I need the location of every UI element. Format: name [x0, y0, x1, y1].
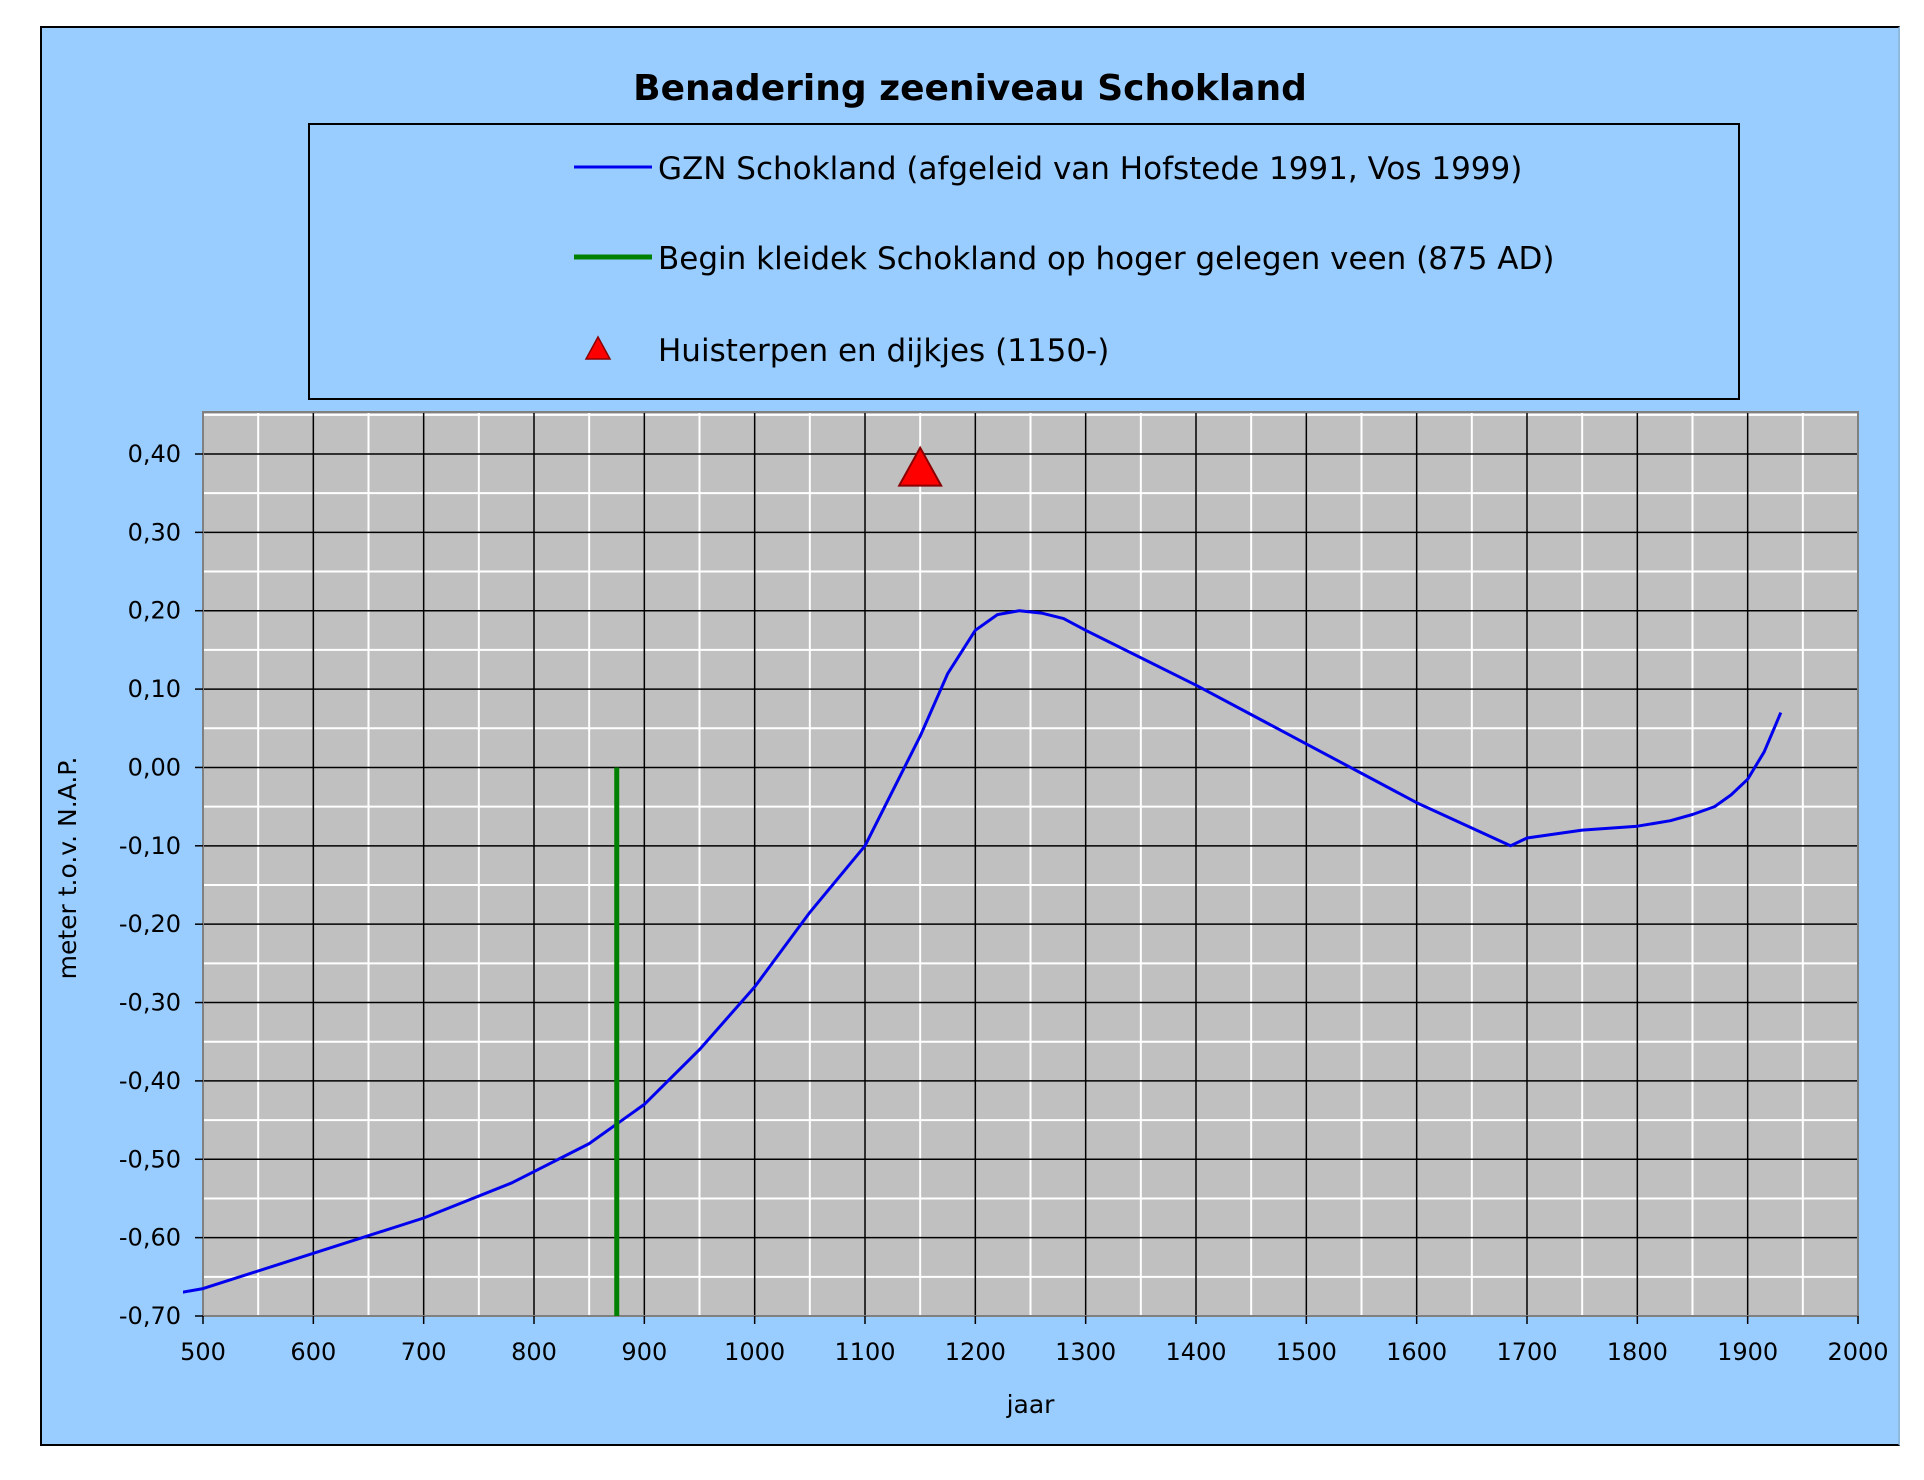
x-tick-label: 800: [511, 1338, 557, 1366]
y-tick-label: -0,50: [119, 1145, 181, 1173]
y-axis-ticks: 0,40 0,30 0,20 0,10 0,00 -0,10 -0,20 -0,30 -0,40…: [119, 440, 203, 1330]
series-layer: [183, 445, 1783, 1316]
y-axis-title: meter t.o.v. N.A.P.: [53, 757, 82, 980]
marker-huisterpen: [897, 445, 943, 487]
y-tick-label: -0,70: [119, 1302, 181, 1330]
y-tick-label: 0,30: [128, 518, 181, 546]
legend-item-huisterpen: Huisterpen en dijkjes (1150-): [310, 327, 1738, 377]
minor-gridlines: [203, 412, 1858, 1316]
legend-label-gzn: GZN Schokland (afgeleid van Hofstede 199…: [658, 151, 1523, 187]
x-tick-label: 700: [401, 1338, 447, 1366]
legend-item-kleidek: Begin kleidek Schokland op hoger gelegen…: [310, 235, 1738, 285]
x-tick-label: 900: [621, 1338, 667, 1366]
legend-item-gzn: GZN Schokland (afgeleid van Hofstede 199…: [310, 145, 1738, 195]
x-tick-label: 1200: [945, 1338, 1006, 1366]
x-tick-label: 1100: [834, 1338, 895, 1366]
y-tick-label: 0,40: [128, 440, 181, 468]
chart-title: Benadering zeeniveau Schokland: [633, 68, 1307, 109]
legend-line-green-icon: [574, 254, 652, 260]
x-tick-label: 500: [180, 1338, 226, 1366]
y-tick-label: -0,10: [119, 832, 181, 860]
y-tick-label: -0,30: [119, 989, 181, 1017]
y-tick-label: 0,10: [128, 675, 181, 703]
x-axis-title: jaar: [1006, 1390, 1056, 1419]
x-tick-label: 1600: [1386, 1338, 1447, 1366]
legend-triangle-red-icon: [584, 335, 612, 360]
legend: GZN Schokland (afgeleid van Hofstede 199…: [308, 123, 1740, 400]
legend-label-kleidek: Begin kleidek Schokland op hoger gelegen…: [658, 241, 1555, 277]
series-line-gzn: [183, 609, 1783, 1294]
y-tick-label: 0,00: [128, 753, 181, 781]
legend-line-blue-icon: [574, 165, 652, 169]
legend-label-huisterpen: Huisterpen en dijkjes (1150-): [658, 333, 1110, 369]
y-tick-label: 0,20: [128, 597, 181, 625]
plot-border: [202, 411, 1859, 1317]
x-tick-label: 1300: [1055, 1338, 1116, 1366]
x-tick-label: 1000: [724, 1338, 785, 1366]
y-tick-label: -0,40: [119, 1067, 181, 1095]
x-tick-label: 600: [290, 1338, 336, 1366]
x-tick-label: 1500: [1276, 1338, 1337, 1366]
x-tick-label: 1400: [1165, 1338, 1226, 1366]
y-tick-label: -0,20: [119, 910, 181, 938]
x-axis-ticks: 500 600 700 800 900 1000 1100 1200 1300 1400 1500 1…: [180, 1316, 1889, 1366]
x-tick-label: 1900: [1717, 1338, 1778, 1366]
x-tick-label: 2000: [1827, 1338, 1888, 1366]
y-tick-label: -0,60: [119, 1224, 181, 1252]
x-tick-label: 1700: [1496, 1338, 1557, 1366]
x-tick-label: 1800: [1607, 1338, 1668, 1366]
